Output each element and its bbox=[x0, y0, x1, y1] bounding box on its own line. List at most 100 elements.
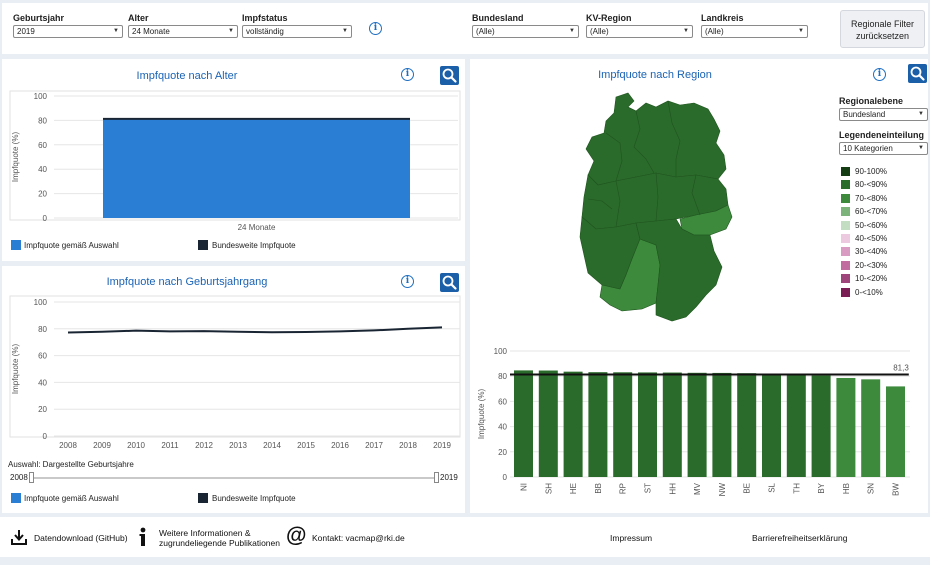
bar bbox=[811, 375, 831, 477]
x-tick-label: RP bbox=[619, 483, 628, 494]
map-legend: 90-100% 80-<90% 70-<80% 60-<70% 50-<60% 40-<5… bbox=[841, 167, 926, 302]
y-tick-label: 0 bbox=[43, 214, 48, 223]
chevron-down-icon: ▼ bbox=[342, 28, 348, 34]
map-borders bbox=[587, 100, 701, 228]
landkreis-select[interactable]: (Alle) ▼ bbox=[701, 25, 808, 38]
legend-category-label: 10-<20% bbox=[855, 274, 888, 284]
impfstatus-select[interactable]: vollständig ▼ bbox=[242, 25, 352, 38]
y-tick-label: 100 bbox=[34, 92, 48, 101]
legendeneinteilung-label: Legendeneinteilung bbox=[839, 130, 925, 140]
footer: Datendownload (GitHub) Weitere Informati… bbox=[0, 517, 930, 557]
year-range-slider-handle-max[interactable] bbox=[434, 472, 439, 483]
regionalebene-select[interactable]: Bundesland ▼ bbox=[839, 108, 928, 121]
alter-label: Alter bbox=[128, 13, 149, 23]
info-icon[interactable]: i bbox=[401, 68, 414, 81]
map-legend-item: 50-<60% bbox=[841, 220, 926, 232]
bar-chart-alter: 0 20 40 60 80 100 Impfquote (%) 24 Monate bbox=[9, 90, 461, 232]
info-link-line2[interactable]: zugrundeliegende Publikationen bbox=[159, 538, 280, 548]
x-tick-label: 2018 bbox=[399, 441, 417, 450]
legend-category-label: 60-<70% bbox=[855, 207, 888, 217]
magnifier-icon bbox=[442, 275, 457, 290]
alter-select[interactable]: 24 Monate ▼ bbox=[128, 25, 238, 38]
legend-category-label: 40-<50% bbox=[855, 234, 888, 243]
year-range-slider-handle-min[interactable] bbox=[29, 472, 34, 483]
contact-link[interactable]: Kontakt: vacmap@rki.de bbox=[312, 533, 405, 543]
kv-region-select[interactable]: (Alle) ▼ bbox=[586, 25, 693, 38]
bundesland-value: (Alle) bbox=[476, 27, 495, 36]
barrierefreiheit-link[interactable]: Barrierefreiheitserklärung bbox=[752, 533, 848, 543]
map-legend-item: 10-<20% bbox=[841, 274, 926, 285]
legend-label-selected: Impfquote gemäß Auswahl bbox=[24, 241, 119, 250]
map-legend-item: 0-<10% bbox=[841, 287, 926, 299]
y-tick-label: 80 bbox=[38, 325, 47, 334]
filter-bar: Geburtsjahr 2019 ▼ Alter 24 Monate ▼ Imp… bbox=[2, 3, 928, 54]
y-tick-label: 80 bbox=[38, 116, 47, 125]
info-link-line1[interactable]: Weitere Informationen & bbox=[159, 528, 251, 538]
zoom-button[interactable] bbox=[908, 64, 927, 83]
y-axis-title: Impfquote (%) bbox=[477, 389, 486, 440]
x-tick-label: 2016 bbox=[331, 441, 349, 450]
bar bbox=[638, 372, 657, 477]
x-tick-label: HH bbox=[668, 483, 677, 495]
map-legend-item: 70-<80% bbox=[841, 193, 926, 205]
at-icon[interactable]: @ bbox=[286, 524, 307, 547]
x-tick-label: 2010 bbox=[127, 441, 145, 450]
info-icon[interactable]: i bbox=[401, 275, 414, 288]
legend-category-label: 70-<80% bbox=[855, 193, 888, 203]
legend-color-swatch bbox=[841, 193, 850, 203]
legend-color-swatch bbox=[841, 207, 850, 217]
germany-choropleth-map[interactable] bbox=[576, 89, 736, 334]
landkreis-label: Landkreis bbox=[701, 13, 744, 23]
bundesland-select[interactable]: (Alle) ▼ bbox=[472, 25, 579, 38]
y-tick-label: 0 bbox=[503, 473, 508, 482]
legend-color-swatch bbox=[841, 287, 850, 297]
y-axis-title: Impfquote (%) bbox=[11, 344, 20, 395]
legend-swatch-national bbox=[198, 240, 208, 250]
kv-region-value: (Alle) bbox=[590, 27, 609, 36]
bar bbox=[514, 370, 533, 477]
line-chart-geburtsjahrgang: 0 20 40 60 80 100 Impfquote (%) 2008 2009 2010 201… bbox=[9, 295, 461, 450]
bar bbox=[103, 119, 410, 218]
download-link[interactable]: Datendownload (GitHub) bbox=[34, 533, 128, 543]
map-legend-item: 30-<40% bbox=[841, 247, 926, 258]
download-icon[interactable] bbox=[11, 529, 27, 545]
map-legend-item: 90-100% bbox=[841, 167, 926, 178]
reset-button-line1: Regionale Filter bbox=[850, 19, 915, 29]
plot-frame bbox=[9, 90, 461, 221]
impfstatus-label: Impfstatus bbox=[242, 13, 288, 23]
impressum-link[interactable]: Impressum bbox=[610, 533, 653, 543]
panel-impfquote-region: Impfquote nach Region i Regionalebene Bu… bbox=[470, 59, 928, 513]
x-tick-label: SH bbox=[544, 483, 553, 494]
reset-regional-filters-button[interactable]: Regionale Filter zurücksetzen bbox=[840, 10, 925, 48]
zoom-button[interactable] bbox=[440, 66, 459, 85]
chevron-down-icon: ▼ bbox=[569, 28, 575, 34]
bar bbox=[786, 374, 806, 477]
year-range-slider-track[interactable] bbox=[32, 477, 436, 479]
info-icon[interactable]: i bbox=[369, 22, 382, 35]
map-legend-item: 40-<50% bbox=[841, 234, 926, 245]
bar bbox=[886, 386, 905, 477]
legend-category-label: 30-<40% bbox=[855, 247, 888, 257]
legend-category-label: 80-<90% bbox=[855, 180, 888, 190]
info-i-icon[interactable] bbox=[138, 527, 148, 547]
x-tick-label: SL bbox=[768, 482, 777, 492]
map-region-bayern[interactable] bbox=[635, 218, 723, 322]
y-tick-label: 20 bbox=[498, 448, 507, 457]
x-tick-label: HB bbox=[842, 483, 851, 494]
y-tick-label: 100 bbox=[34, 298, 48, 307]
geburtsjahr-select[interactable]: 2019 ▼ bbox=[13, 25, 123, 38]
legend-color-swatch bbox=[841, 180, 850, 190]
map-region-north[interactable] bbox=[585, 92, 727, 186]
reset-button-line2: zurücksetzen bbox=[855, 31, 910, 41]
info-icon[interactable]: i bbox=[873, 68, 886, 81]
zoom-button[interactable] bbox=[440, 273, 459, 292]
map-legend-item: 80-<90% bbox=[841, 180, 926, 191]
kv-region-label: KV-Region bbox=[586, 13, 632, 23]
legendeneinteilung-select[interactable]: 10 Kategorien ▼ bbox=[839, 142, 928, 155]
chevron-down-icon: ▼ bbox=[798, 28, 804, 34]
legend-color-swatch bbox=[841, 274, 850, 284]
y-axis-title: Impfquote (%) bbox=[11, 132, 20, 183]
magnifier-icon bbox=[442, 68, 457, 83]
y-tick-label: 40 bbox=[38, 378, 47, 387]
legend-label-national: Bundesweite Impfquote bbox=[212, 494, 296, 503]
